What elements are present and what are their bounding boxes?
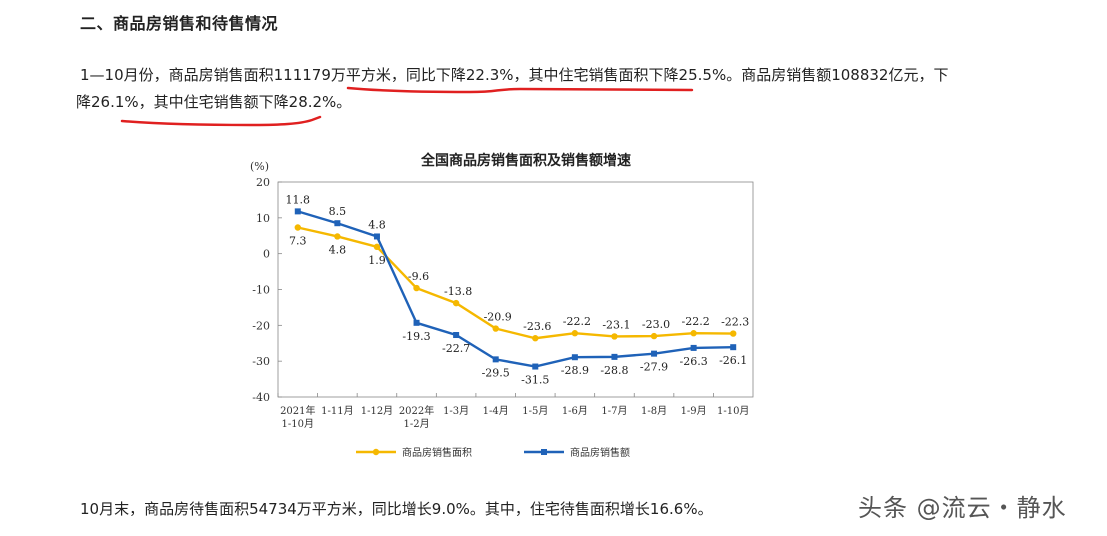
data-label: -13.8: [444, 285, 472, 298]
sales-point: [492, 356, 499, 363]
sales-point: [373, 233, 380, 240]
area-point: [571, 330, 579, 337]
x-tick-label: 1-2月: [403, 418, 429, 430]
area-point: [373, 243, 381, 251]
series-line-0: [297, 226, 734, 340]
x-tick-label: 1-9月: [681, 405, 707, 417]
area-point: [492, 325, 499, 332]
x-tick-label: 1-12月: [361, 405, 393, 417]
legend-area-marker: [372, 448, 380, 456]
data-label: -22.7: [442, 342, 470, 355]
data-label: -29.5: [482, 366, 510, 379]
y-tick-label: 0: [263, 248, 270, 261]
sales-point: [690, 344, 697, 351]
data-label: 8.5: [329, 205, 347, 218]
area-point: [452, 299, 460, 307]
area-point: [334, 233, 341, 240]
x-tick-label: 1-5月: [522, 405, 548, 417]
data-label: -27.9: [640, 361, 668, 374]
data-label: 4.8: [329, 243, 347, 256]
y-tick-label: 10: [256, 212, 270, 225]
series-lines: [294, 208, 737, 370]
sales-point: [334, 220, 341, 227]
data-label: -28.9: [561, 364, 589, 377]
paragraph-line-1: 1—10月份，商品房销售面积111179万平方米，同比下降22.3%，其中住宅销…: [80, 66, 949, 84]
sales-point: [611, 353, 618, 360]
data-label: -28.8: [600, 364, 628, 377]
data-label: -31.5: [521, 374, 549, 387]
legend-sales-marker: [541, 449, 547, 455]
area-point: [413, 284, 420, 292]
data-label: -26.3: [680, 355, 708, 368]
data-label: 1.9: [368, 254, 386, 267]
data-label: -22.2: [682, 315, 710, 328]
area-point: [611, 333, 618, 340]
paragraph-line-2: 降26.1%，其中住宅销售额下降28.2%。: [76, 93, 352, 111]
area-point: [650, 332, 658, 340]
data-label: -9.6: [408, 270, 429, 283]
x-tick-label: 1-10月: [717, 405, 749, 417]
chart-title: 全国商品房销售面积及销售额增速: [420, 152, 631, 169]
area-point: [690, 330, 697, 337]
data-label: 11.8: [286, 193, 311, 206]
sales-point: [532, 363, 539, 370]
y-tick-label: -10: [252, 284, 270, 297]
inventory-paragraph: 10月末，商品房待售面积54734万平方米，同比增长9.0%。其中，住宅待售面积…: [80, 500, 713, 518]
data-label: 7.3: [289, 235, 307, 248]
x-tick-label: 1-8月: [641, 405, 667, 417]
legend: 商品房销售面积 商品房销售额: [356, 446, 630, 459]
watermark: 头条 @流云・静水: [858, 494, 1067, 522]
y-tick-label: -30: [252, 355, 270, 368]
x-tick-label: 2021年: [280, 404, 315, 417]
sales-point: [571, 354, 578, 361]
series-line-1: [297, 210, 734, 368]
data-label: -19.3: [402, 330, 430, 343]
area-point: [294, 224, 301, 231]
legend-area-label: 商品房销售面积: [402, 446, 472, 459]
sales-point: [413, 319, 420, 326]
y-axis-unit: (%): [250, 160, 269, 173]
legend-sales-label: 商品房销售额: [570, 446, 630, 459]
value-labels: 11.8 7.3 8.5 4.8 4.8 1.9 -9.6 -19.3 -13.8 -22.7 -2…: [286, 193, 750, 386]
red-underline-2: [120, 115, 322, 127]
x-tick-label: 1-4月: [483, 405, 509, 417]
sales-point: [294, 208, 301, 215]
y-axis: 20 10 0 -10 -20 -30 -40: [252, 176, 282, 404]
summary-paragraph: 1—10月份，商品房销售面积111179万平方米，同比下降22.3%，其中住宅销…: [76, 62, 970, 116]
y-tick-label: -20: [252, 319, 270, 332]
y-tick-label: 20: [256, 176, 270, 189]
data-label: -22.2: [563, 315, 591, 328]
x-tick-label: 1-3月: [443, 405, 469, 417]
area-point: [532, 335, 539, 342]
data-label: -26.1: [719, 354, 747, 367]
data-label: -23.6: [523, 320, 551, 333]
y-tick-label: -40: [252, 391, 270, 404]
data-label: -22.3: [721, 316, 749, 329]
x-tick-label: 2022年: [399, 404, 434, 417]
sales-point: [730, 344, 737, 351]
sales-point: [453, 332, 460, 339]
area-point: [730, 330, 737, 337]
data-label: -23.1: [602, 318, 630, 331]
sales-point: [651, 350, 658, 357]
x-tick-label: 1-11月: [321, 405, 353, 417]
data-label: 4.8: [368, 218, 386, 231]
section-heading: 二、商品房销售和待售情况: [80, 14, 279, 33]
sales-growth-chart: 全国商品房销售面积及销售额增速 (%) 20 10 0 -10 -20 -30 -40 20…: [250, 152, 754, 459]
x-tick-label: 1-6月: [562, 405, 588, 417]
x-tick-label: 1-7月: [601, 405, 627, 417]
data-label: -20.9: [484, 311, 512, 324]
data-label: -23.0: [642, 318, 670, 331]
red-underline-1: [346, 86, 694, 94]
x-tick-label: 1-10月: [282, 418, 314, 430]
